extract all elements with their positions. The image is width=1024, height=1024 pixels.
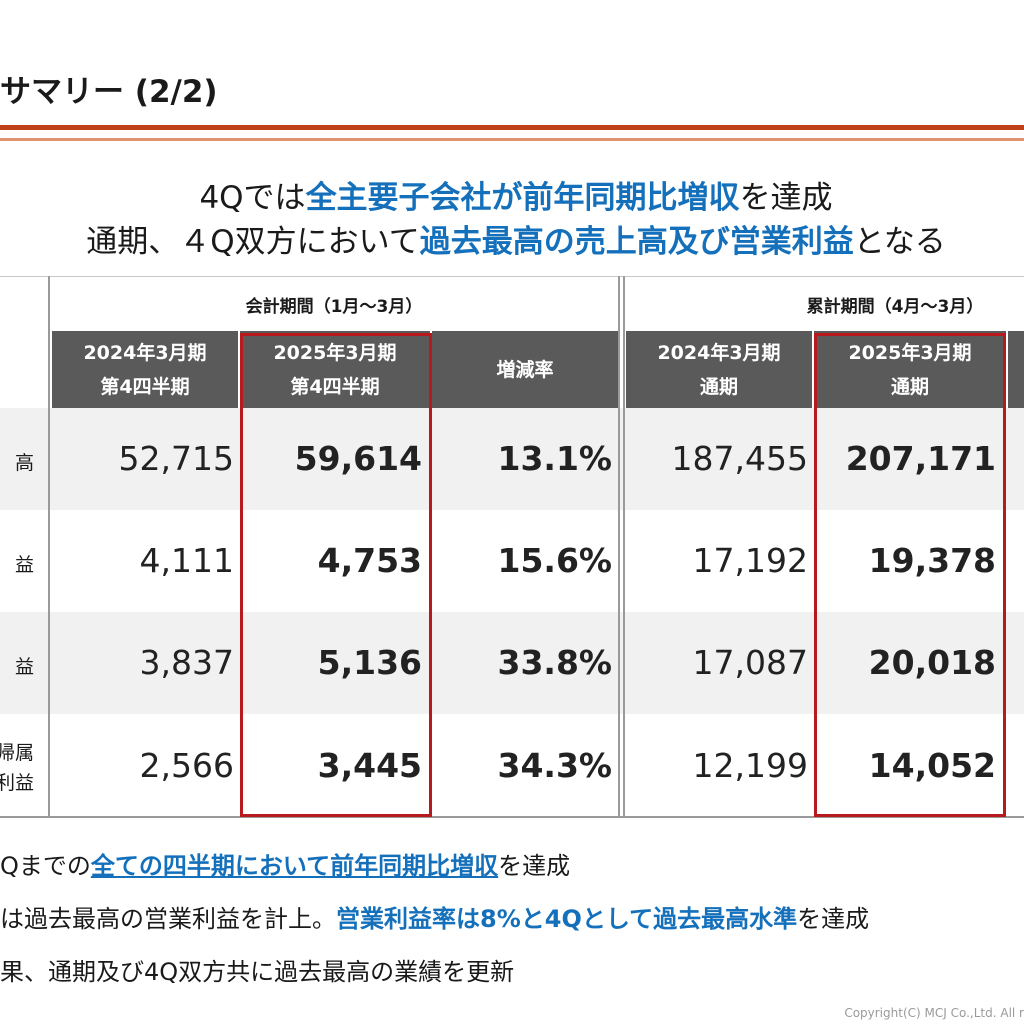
headline-1-highlight: 全主要子会社が前年同期比増収 [305,180,740,216]
row-bg-3 [0,612,1024,714]
cell-r3-q-rate: 33.8% [497,643,613,682]
bullet-2-highlight: 営業利益率は8%と4Qとして過去最高水準 [336,905,798,933]
header-extra-cutoff [1008,331,1024,408]
cell-r3-q-prev: 3,837 [139,643,234,682]
title-rule-orange [0,138,1024,141]
cell-r4-q-curr: 3,445 [317,746,422,785]
header-c-curr-line2: 通期 [890,375,929,398]
header-q-rate: 増減率 [432,331,618,408]
bullet-1-post: を達成 [498,852,571,880]
header-c-curr: 2025年3月期 通期 [814,331,1006,408]
headline-2-pre: 通期、４Q双方において [86,224,420,260]
header-q-prev: 2024年3月期 第4四半期 [52,331,238,408]
bullet-2-post: を達成 [797,905,870,933]
row-label-4b: 利益 [0,772,34,794]
bullet-1: Qまでの全ての四半期において前年同期比増収を達成 [0,846,570,881]
cell-r1-q-prev: 52,715 [118,439,234,478]
table-group-divider-a [618,276,620,816]
bullet-3-pre: 果、通期及び4Q双方共に過去最高の業績を更新 [0,958,515,986]
table-top-border [0,276,1024,277]
header-c-prev-line2: 通期 [699,375,738,398]
copyright-notice: Copyright(C) MCJ Co.,Ltd. All r [844,1006,1024,1020]
cell-r2-q-prev: 4,111 [139,541,234,580]
row-label-3: 益 [14,656,34,678]
bullet-2-pre: は過去最高の営業利益を計上。 [0,905,336,933]
cell-r3-q-curr: 5,136 [317,643,422,682]
headline-1-post: を達成 [739,180,833,216]
row-label-4a: 帰属 [0,742,34,764]
headline-2-post: となる [853,224,946,260]
highlight-box-quarter [240,333,432,817]
row-bg-2 [0,510,1024,612]
row-label-2: 益 [14,554,34,576]
cell-r1-q-rate: 13.1% [497,439,613,478]
row-label-1: 高 [14,452,34,474]
header-q-curr-line2: 第4四半期 [290,375,380,398]
bullet-1-pre: Qまでの [0,852,91,880]
cell-r4-q-rate: 34.3% [497,746,613,785]
header-q-prev-line2: 第4四半期 [100,375,190,398]
header-q-curr: 2025年3月期 第4四半期 [240,331,430,408]
headline-1-pre: 4Qでは [199,180,306,216]
cell-r2-q-curr: 4,753 [317,541,422,580]
highlight-box-cumulative [814,333,1006,817]
cell-r1-q-curr: 59,614 [294,439,422,478]
cell-r3-c-curr: 20,018 [868,643,996,682]
headline-line-2: 通期、４Q双方において過去最高の売上高及び営業利益となる [0,216,1024,261]
cell-r1-c-curr: 207,171 [845,439,996,478]
cell-r4-c-curr: 14,052 [868,746,996,785]
cell-r4-q-prev: 2,566 [139,746,234,785]
row-bg-1 [0,408,1024,510]
header-c-curr-line1: 2025年3月期 [848,341,972,364]
group-label-quarter: 会計期間（1月～3月） [245,297,423,317]
page-title: サマリー (2/2) [0,74,218,110]
headline-2-highlight: 過去最高の売上高及び営業利益 [419,224,854,260]
bullet-3: 果、通期及び4Q双方共に過去最高の業績を更新 [0,952,514,987]
bullet-2: は過去最高の営業利益を計上。営業利益率は8%と4Qとして過去最高水準を達成 [0,899,869,934]
header-q-rate-label: 増減率 [496,358,554,381]
row-bg-4 [0,714,1024,816]
header-c-prev: 2024年3月期 通期 [626,331,812,408]
cell-r2-c-curr: 19,378 [868,541,996,580]
cell-r2-q-rate: 15.6% [497,541,613,580]
title-rule-red [0,125,1024,130]
cell-r4-c-prev: 12,199 [692,746,808,785]
header-c-prev-line1: 2024年3月期 [657,341,781,364]
header-q-curr-line1: 2025年3月期 [273,341,397,364]
table-group-divider-b [623,276,625,816]
group-label-cumulative: 累計期間（4月～3月） [806,297,984,317]
table-bottom-border [0,816,1024,818]
table-label-divider [48,276,50,816]
cell-r3-c-prev: 17,087 [692,643,808,682]
bullet-1-highlight: 全ての四半期において前年同期比増収 [90,852,499,880]
cell-r1-c-prev: 187,455 [671,439,808,478]
cell-r2-c-prev: 17,192 [692,541,808,580]
header-q-prev-line1: 2024年3月期 [83,341,207,364]
headline-line-1: 4Qでは全主要子会社が前年同期比増収を達成 [0,172,1024,217]
